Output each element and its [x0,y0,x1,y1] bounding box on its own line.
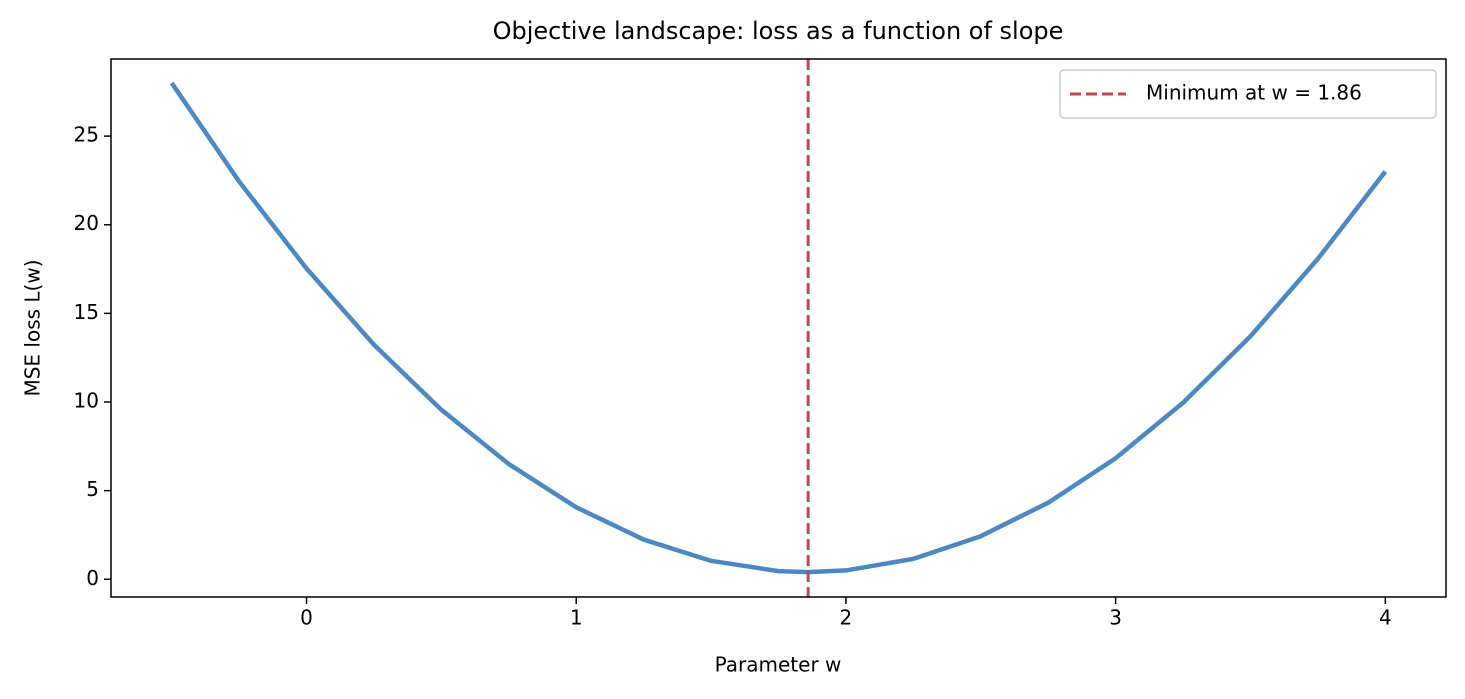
y-tick-label: 25 [74,123,99,147]
chart-title: Objective landscape: loss as a function … [493,17,1064,45]
loss-curve [169,81,1388,575]
x-tick-label: 4 [1379,606,1392,630]
x-tick-label: 2 [840,606,853,630]
x-tick-label: 3 [1109,606,1122,630]
y-tick-label: 15 [74,300,99,324]
y-tick-label: 20 [74,211,99,235]
y-tick-label: 0 [86,566,99,590]
y-tick-label: 5 [86,477,99,501]
x-tick-label: 1 [570,606,583,630]
axes-frame [110,58,1447,598]
y-tick-label: 10 [74,389,99,413]
y-axis-label: MSE loss L(w) [21,259,45,396]
legend-box [1059,69,1437,119]
x-tick-label: 0 [300,606,313,630]
x-axis-label: Parameter w [715,653,842,677]
legend-label: Minimum at w = 1.86 [1146,81,1362,105]
